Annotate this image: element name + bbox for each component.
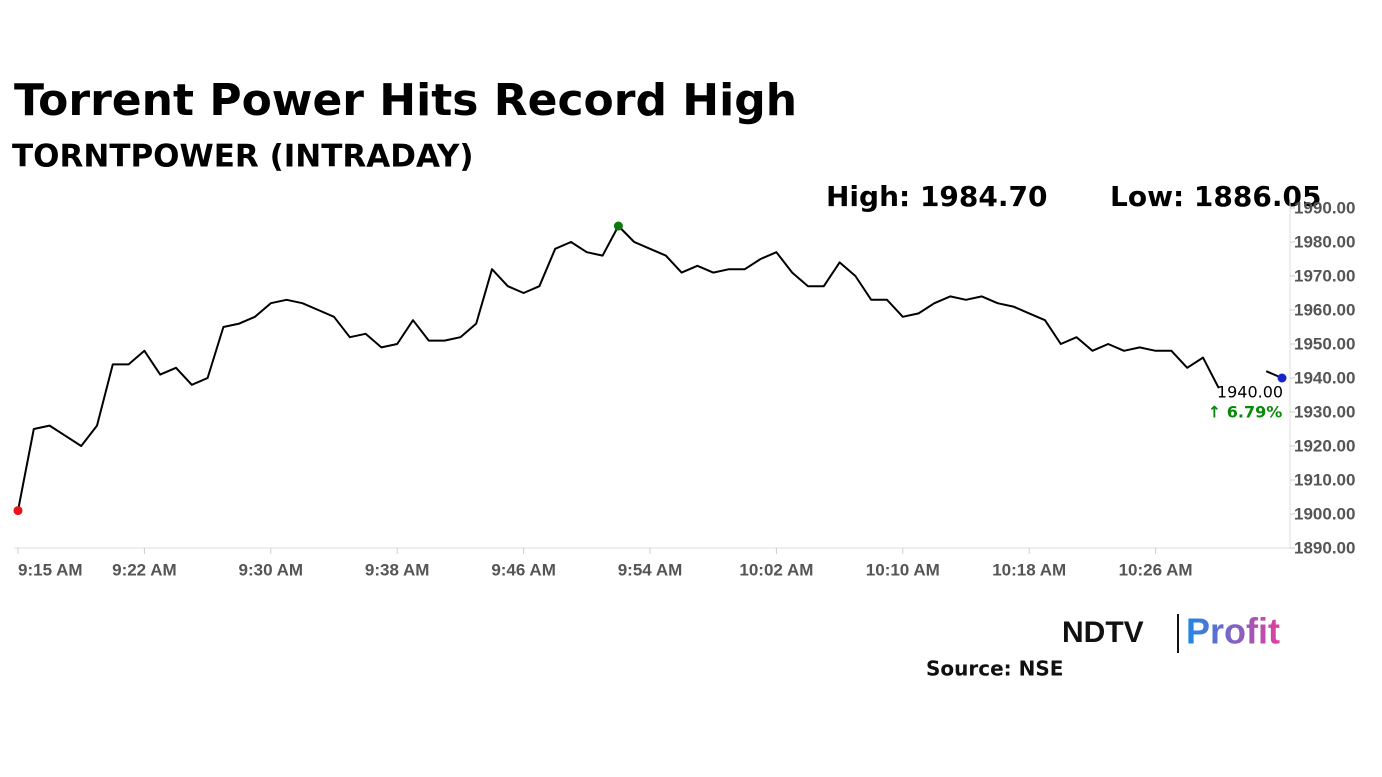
x-tick-label: 9:38 AM — [365, 560, 430, 579]
chart-title: Torrent Power Hits Record High — [14, 75, 797, 126]
logo-ndtv: NDTV — [1062, 616, 1144, 649]
y-tick-label: 1980.00 — [1294, 232, 1355, 251]
x-tick-label: 10:10 AM — [866, 560, 940, 579]
y-tick-label: 1960.00 — [1294, 300, 1355, 319]
x-tick-label: 9:46 AM — [491, 560, 556, 579]
x-tick-label: 9:22 AM — [112, 560, 177, 579]
last-price: 1940.00 — [1217, 383, 1283, 402]
x-tick-label: 10:02 AM — [739, 560, 813, 579]
y-tick-label: 1920.00 — [1294, 436, 1355, 455]
last-marker — [1277, 373, 1287, 383]
chart-subtitle: TORNTPOWER (INTRADAY) — [12, 139, 474, 175]
y-tick-label: 1900.00 — [1294, 504, 1355, 523]
x-tick-label: 9:15 AM — [18, 560, 83, 579]
y-tick-label: 1970.00 — [1294, 266, 1355, 285]
x-tick-label: 9:54 AM — [618, 560, 683, 579]
y-tick-label: 1950.00 — [1294, 334, 1355, 353]
low-marker — [13, 506, 23, 516]
high-marker — [613, 221, 623, 231]
x-tick-label: 10:18 AM — [992, 560, 1066, 579]
change-label: ↑ 6.79% — [1208, 403, 1282, 422]
y-tick-label: 1930.00 — [1294, 402, 1355, 421]
x-tick-label: 10:26 AM — [1119, 560, 1193, 579]
y-tick-label: 1990.00 — [1294, 198, 1355, 217]
logo-profit: Profit — [1186, 611, 1280, 652]
y-tick-label: 1940.00 — [1294, 368, 1355, 387]
price-line — [17, 225, 1283, 511]
high-label: High: 1984.70 — [826, 180, 1047, 213]
y-tick-label: 1890.00 — [1294, 538, 1355, 557]
source: Source: NSE — [926, 657, 1063, 681]
x-tick-label: 9:30 AM — [239, 560, 304, 579]
y-tick-label: 1910.00 — [1294, 470, 1355, 489]
low-label: Low: 1886.05 — [1110, 180, 1321, 213]
